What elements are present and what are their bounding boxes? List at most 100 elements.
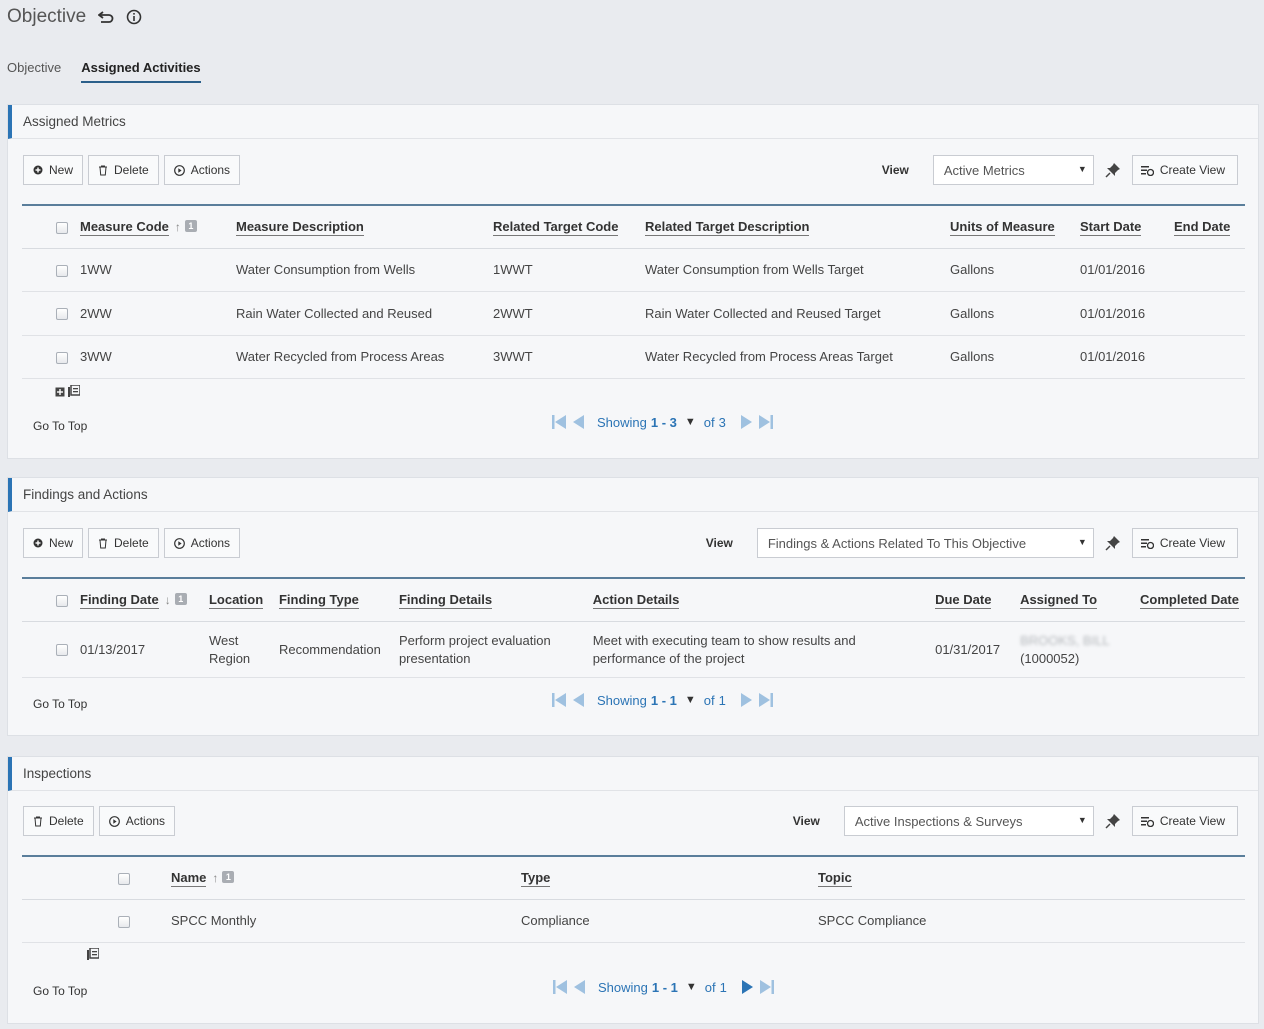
column-chooser-icon[interactable] xyxy=(87,947,100,963)
last-page-icon[interactable] xyxy=(759,979,775,995)
actions-button[interactable]: Actions xyxy=(98,806,176,836)
sort-index-badge: 1 xyxy=(222,871,235,884)
delete-button[interactable]: Delete xyxy=(88,528,159,558)
page-header: Objective xyxy=(7,6,142,28)
create-view-button[interactable]: Create View xyxy=(1131,155,1238,185)
expand-all-icon[interactable] xyxy=(55,385,65,400)
col-finding-date[interactable]: Finding Date ↓ 1 xyxy=(74,578,203,622)
col-measure-description[interactable]: Measure Description xyxy=(230,205,487,249)
chevron-down-icon[interactable]: ▼ xyxy=(684,694,696,706)
col-finding-type[interactable]: Finding Type xyxy=(272,578,393,622)
table-row: 3WW Water Recycled from Process Areas 3W… xyxy=(22,335,1245,379)
view-select[interactable]: Active Inspections & Surveys ▼ xyxy=(843,806,1094,836)
view-select[interactable]: Findings & Actions Related To This Objec… xyxy=(756,528,1094,558)
actions-button[interactable]: Actions xyxy=(163,155,241,185)
row-checkbox[interactable] xyxy=(56,644,68,657)
tab-objective[interactable]: Objective xyxy=(7,60,62,75)
view-select[interactable]: Active Metrics ▼ xyxy=(932,155,1094,185)
prev-page-icon[interactable] xyxy=(572,979,586,995)
last-page-icon[interactable] xyxy=(758,414,774,430)
table-header-row: Measure Code ↑ 1 Measure Description Relat… xyxy=(22,205,1245,249)
finding-date-link[interactable]: 01/13/2017 xyxy=(74,621,203,678)
col-location[interactable]: Location xyxy=(202,578,273,622)
col-units-of-measure[interactable]: Units of Measure xyxy=(944,205,1074,249)
column-chooser-icon[interactable] xyxy=(68,384,81,400)
col-start-date[interactable]: Start Date xyxy=(1074,205,1168,249)
col-end-date[interactable]: End Date xyxy=(1168,205,1245,249)
inspections-table: Name ↑ 1 Type Topic SPCC Monthly Complianc… xyxy=(22,855,1245,943)
pin-icon[interactable] xyxy=(1094,535,1132,551)
assigned-to: BROOKS, BILL (1000052) xyxy=(1014,621,1135,678)
location: West Region xyxy=(202,621,273,678)
go-to-top-link[interactable]: Go To Top xyxy=(33,984,88,998)
go-to-top-link[interactable]: Go To Top xyxy=(33,697,88,711)
col-type[interactable]: Type xyxy=(515,856,812,900)
delete-button[interactable]: Delete xyxy=(88,155,159,185)
pin-icon[interactable] xyxy=(1094,813,1132,829)
go-to-top-link[interactable]: Go To Top xyxy=(33,419,88,433)
target-description: Rain Water Collected and Reused Target xyxy=(639,291,944,336)
measure-description: Water Recycled from Process Areas xyxy=(230,335,487,379)
start-date: 01/01/2016 xyxy=(1074,248,1168,292)
col-related-target-code[interactable]: Related Target Code xyxy=(487,205,639,249)
col-name[interactable]: Name ↑ 1 xyxy=(165,856,515,900)
create-view-label: Create View xyxy=(1159,536,1225,550)
tab-assigned-activities[interactable]: Assigned Activities xyxy=(81,60,201,83)
end-date xyxy=(1168,248,1245,292)
row-checkbox[interactable] xyxy=(118,915,130,928)
target-description: Water Recycled from Process Areas Target xyxy=(639,335,944,379)
select-all-checkbox[interactable] xyxy=(118,872,130,885)
last-page-icon[interactable] xyxy=(758,692,774,708)
row-checkbox[interactable] xyxy=(56,264,68,277)
measure-code-link[interactable]: 1WW xyxy=(74,248,230,292)
target-description: Water Consumption from Wells Target xyxy=(639,248,944,292)
delete-label: Delete xyxy=(114,536,149,550)
actions-button[interactable]: Actions xyxy=(163,528,241,558)
prev-page-icon[interactable] xyxy=(571,692,585,708)
finding-details: Perform project evaluation presentation xyxy=(392,621,587,678)
chevron-down-icon[interactable]: ▼ xyxy=(684,416,696,428)
next-page-icon[interactable] xyxy=(741,979,755,995)
create-view-button[interactable]: Create View xyxy=(1131,806,1238,836)
create-view-button[interactable]: Create View xyxy=(1131,528,1238,558)
next-page-icon[interactable] xyxy=(740,692,754,708)
findings-actions-panel: Findings and Actions New Delete Actions … xyxy=(7,477,1259,736)
row-checkbox[interactable] xyxy=(56,308,68,321)
prev-page-icon[interactable] xyxy=(571,414,585,430)
measure-code-link[interactable]: 3WW xyxy=(74,335,230,379)
next-page-icon[interactable] xyxy=(740,414,754,430)
findings-table: Finding Date ↓ 1 Location Finding Type Fin… xyxy=(22,577,1245,678)
table-row: SPCC Monthly Compliance SPCC Compliance xyxy=(22,899,1245,943)
create-view-icon xyxy=(1140,816,1154,827)
first-page-icon[interactable] xyxy=(551,414,567,430)
first-page-icon[interactable] xyxy=(551,692,567,708)
total-count: 1 xyxy=(719,979,727,995)
col-measure-code[interactable]: Measure Code ↑ 1 xyxy=(74,205,230,249)
tab-bar: Objective Assigned Activities xyxy=(7,60,201,83)
sort-index-badge: 1 xyxy=(184,220,197,233)
first-page-icon[interactable] xyxy=(552,979,568,995)
row-checkbox[interactable] xyxy=(56,351,68,364)
col-finding-details[interactable]: Finding Details xyxy=(392,578,587,622)
inspection-type: Compliance xyxy=(515,899,812,943)
select-all-checkbox[interactable] xyxy=(56,594,68,607)
select-all-checkbox[interactable] xyxy=(56,221,68,234)
new-button[interactable]: New xyxy=(23,528,84,558)
pin-icon[interactable] xyxy=(1094,162,1132,178)
info-icon[interactable] xyxy=(126,9,142,25)
col-assigned-to[interactable]: Assigned To xyxy=(1014,578,1135,622)
inspection-name-link[interactable]: SPCC Monthly xyxy=(165,899,515,943)
measure-code-link[interactable]: 2WW xyxy=(74,291,230,336)
return-icon[interactable] xyxy=(98,9,114,25)
col-action-details[interactable]: Action Details xyxy=(586,578,930,622)
col-topic[interactable]: Topic xyxy=(812,856,1245,900)
col-due-date[interactable]: Due Date xyxy=(929,578,1015,622)
delete-button[interactable]: Delete xyxy=(23,806,94,836)
unit: Gallons xyxy=(944,248,1074,292)
chevron-down-icon[interactable]: ▼ xyxy=(685,981,697,993)
col-related-target-description[interactable]: Related Target Description xyxy=(639,205,944,249)
new-button[interactable]: New xyxy=(23,155,84,185)
col-completed-date[interactable]: Completed Date xyxy=(1134,578,1245,622)
metrics-toolbar: New Delete Actions xyxy=(23,155,241,185)
